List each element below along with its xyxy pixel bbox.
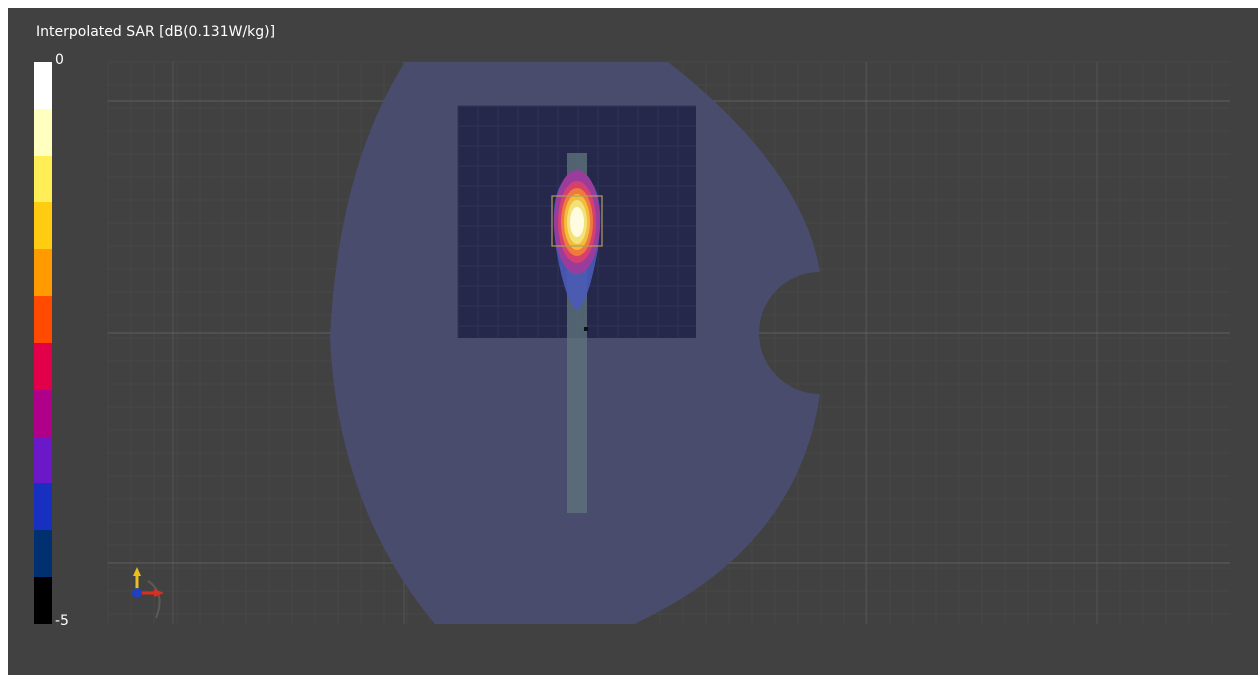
colorbar-min-label: -5 bbox=[55, 613, 69, 629]
colorbar-segment bbox=[34, 530, 52, 578]
colorbar-title: Interpolated SAR [dB(0.131W/kg)] bbox=[36, 24, 276, 40]
colorbar-segment bbox=[34, 436, 52, 484]
sar-hotspot bbox=[553, 170, 601, 311]
colorbar-segment bbox=[34, 342, 52, 390]
3d-viewport[interactable]: Interpolated SAR [dB(0.131W/kg)] 0 -5 bbox=[8, 8, 1258, 675]
y-axis-arrowhead-icon bbox=[133, 567, 141, 576]
zoom-scan-box bbox=[551, 195, 603, 247]
z-axis-icon bbox=[132, 588, 142, 598]
sar-scene bbox=[107, 61, 1230, 624]
colorbar-segment bbox=[34, 155, 52, 203]
colorbar-segment bbox=[34, 62, 52, 109]
sar-colorbar bbox=[34, 62, 52, 624]
feed-point-marker bbox=[584, 327, 588, 331]
hotspot-contour bbox=[570, 207, 584, 237]
colorbar-segment bbox=[34, 483, 52, 531]
rotation-arc-icon bbox=[147, 580, 161, 619]
colorbar-segment bbox=[34, 389, 52, 437]
colorbar-segment bbox=[34, 202, 52, 250]
colorbar-max-label: 0 bbox=[55, 52, 64, 68]
colorbar-segment bbox=[34, 249, 52, 297]
colorbar-segment bbox=[34, 577, 52, 624]
x-axis-arrowhead-icon bbox=[154, 589, 164, 597]
colorbar-segment bbox=[34, 108, 52, 156]
axis-triad-icon[interactable] bbox=[132, 567, 164, 619]
colorbar-segment bbox=[34, 296, 52, 343]
